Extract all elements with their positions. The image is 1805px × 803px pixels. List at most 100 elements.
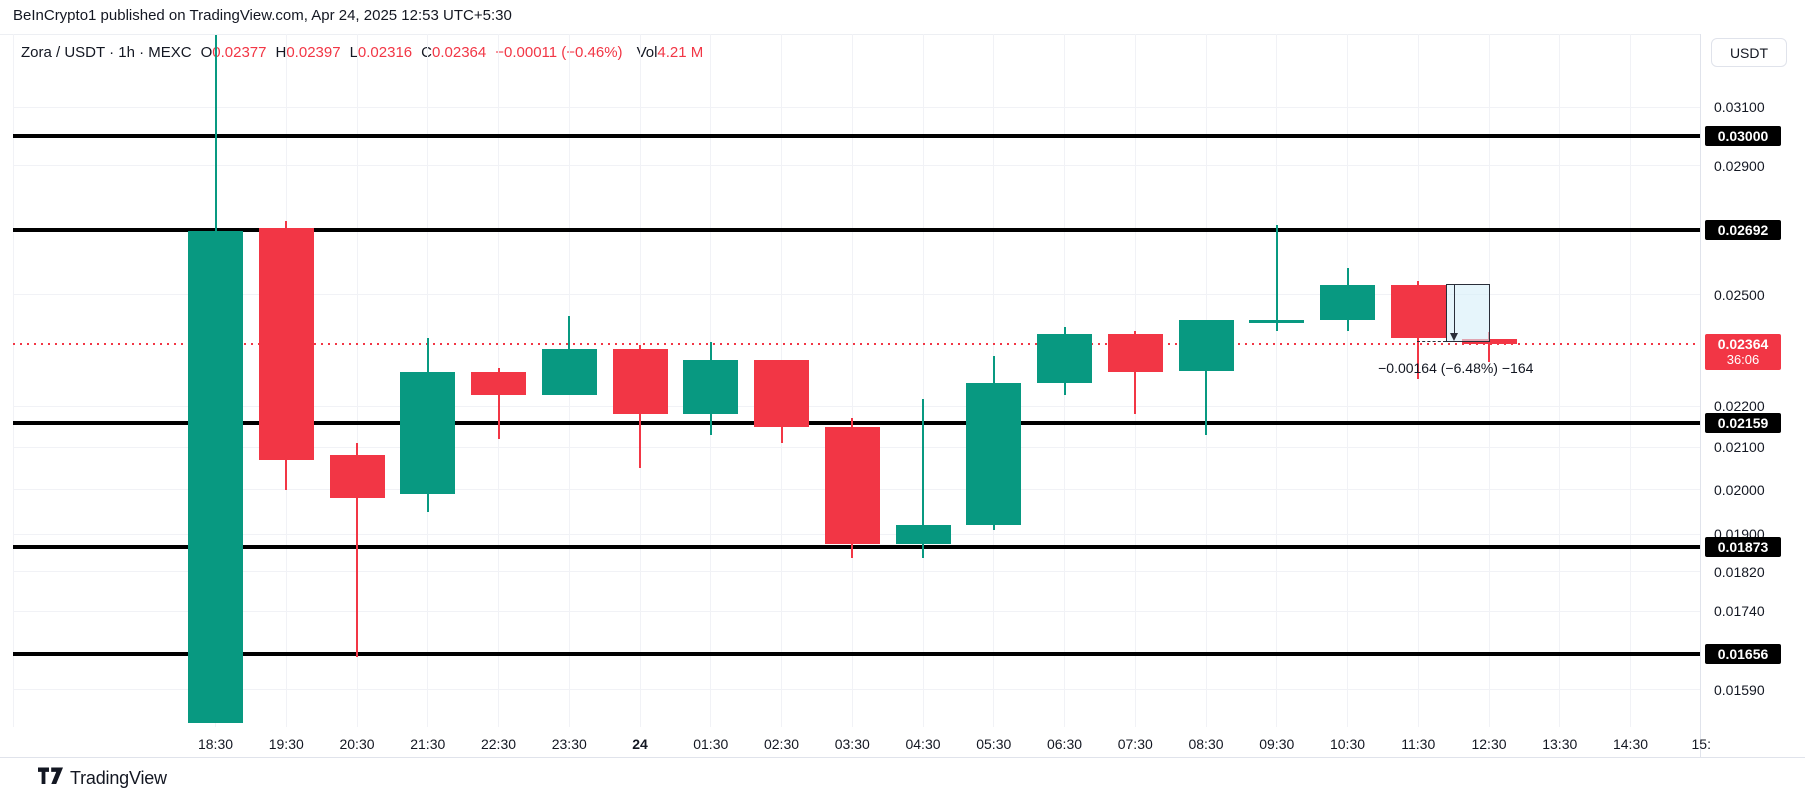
price-tick-label: 0.02900 — [1714, 157, 1765, 174]
time-tick-label: 20:30 — [339, 736, 375, 752]
level-price-badge: 0.02692 — [1705, 220, 1781, 241]
symbol-legend: Zora / USDT · 1h · MEXC O0.02377 H0.0239… — [21, 44, 703, 61]
candle-wick — [1134, 330, 1137, 415]
time-tick-label: 22:30 — [480, 736, 517, 752]
horizontal-gridline — [13, 405, 1700, 407]
vertical-gridline — [851, 34, 853, 727]
vertical-gridline — [1630, 34, 1631, 727]
time-tick-label: 18:30 — [197, 736, 234, 752]
horizontal-level-line[interactable] — [13, 544, 1700, 549]
candle-wick — [497, 367, 500, 439]
legend-symbol-title: Zora / USDT · 1h · MEXC — [21, 44, 192, 61]
time-tick-label: 14:30 — [1612, 736, 1649, 752]
time-tick-label: 21:30 — [410, 736, 446, 752]
candle-body — [1178, 319, 1234, 372]
candle-body — [966, 383, 1022, 526]
candle-body — [754, 360, 809, 427]
measure-arrowhead-icon — [1449, 333, 1458, 342]
time-tick-label: 03:30 — [834, 736, 870, 752]
candle-body — [895, 525, 951, 544]
candle-body — [471, 371, 526, 395]
time-tick-label: 01:30 — [693, 736, 729, 752]
last-price-line — [13, 342, 1700, 345]
vertical-gridline — [1559, 34, 1561, 727]
candle-wick — [1275, 224, 1278, 331]
candle-body — [1107, 334, 1163, 372]
time-tick-label: 02:30 — [763, 736, 800, 752]
measure-baseline-dash — [1416, 341, 1446, 343]
price-tick-label: 0.02200 — [1714, 398, 1765, 415]
vertical-gridline — [922, 34, 924, 727]
time-tick-label: 04:30 — [905, 736, 941, 752]
time-tick-label: 19:30 — [268, 736, 304, 752]
horizontal-gridline — [13, 106, 1700, 108]
vertical-gridline — [356, 34, 358, 727]
price-axis-border — [1700, 34, 1701, 757]
candle-body — [400, 371, 456, 494]
attribution-text: BeInCrypto1 published on TradingView.com… — [13, 7, 512, 24]
time-tick-label: 15: — [1691, 736, 1711, 752]
last-price-value: 0.02364 — [1717, 335, 1769, 352]
level-price-badge: 0.03000 — [1705, 126, 1781, 146]
candle-wick — [356, 442, 358, 658]
candle-body — [683, 360, 739, 415]
candle-body — [541, 348, 597, 395]
candle-body — [188, 231, 243, 724]
horizontal-gridline — [13, 689, 1700, 691]
horizontal-level-line[interactable] — [13, 134, 1700, 138]
candle-wick — [1205, 319, 1207, 435]
price-tick-label: 0.01590 — [1714, 681, 1765, 698]
vertical-gridline — [1488, 34, 1490, 727]
horizontal-gridline — [13, 571, 1700, 573]
time-tick-label: 13:30 — [1542, 736, 1578, 752]
tradingview-brand-text[interactable]: TradingView — [70, 768, 167, 788]
time-tick-label: 11:30 — [1401, 736, 1436, 752]
price-tick-label: 0.02100 — [1714, 439, 1765, 456]
measure-tool-box[interactable] — [1445, 283, 1490, 343]
time-tick-label: 06:30 — [1046, 736, 1083, 752]
price-tick-label: 0.01740 — [1714, 603, 1765, 620]
tradingview-logo-icon[interactable] — [38, 767, 64, 790]
legend-close: C0.02364 — [421, 44, 487, 61]
vertical-gridline — [1347, 34, 1348, 727]
horizontal-level-line[interactable] — [13, 420, 1700, 425]
horizontal-gridline — [13, 165, 1700, 167]
legend-high: H0.02397 — [275, 44, 341, 61]
currency-toggle-button[interactable]: USDT — [1711, 38, 1787, 67]
candle-wick — [1488, 331, 1490, 362]
candle-body — [612, 348, 668, 415]
time-tick-label: 08:30 — [1188, 736, 1224, 752]
time-tick-label: 09:30 — [1259, 736, 1295, 752]
candle-body — [258, 227, 314, 460]
price-tick-label: 0.01820 — [1714, 563, 1765, 580]
time-tick-label: 12:30 — [1471, 736, 1507, 752]
candle-body — [1249, 319, 1305, 323]
candle-body — [329, 455, 385, 499]
horizontal-gridline — [13, 294, 1700, 296]
time-tick-label: 24 — [632, 736, 648, 752]
time-tick-label: 10:30 — [1329, 736, 1366, 752]
vertical-gridline — [1276, 34, 1278, 727]
measure-arrow — [1453, 284, 1456, 335]
horizontal-level-line[interactable] — [13, 228, 1700, 233]
level-price-badge: 0.02159 — [1705, 412, 1781, 433]
candle-body — [1037, 334, 1092, 383]
level-price-badge: 0.01873 — [1705, 536, 1781, 557]
last-price-badge: 0.02364 36:06 — [1705, 333, 1781, 370]
candle-body — [1390, 284, 1446, 338]
candle-body — [1320, 284, 1375, 320]
time-tick-label: 07:30 — [1117, 736, 1153, 752]
bar-countdown: 36:06 — [1726, 351, 1760, 367]
legend-volume: Vol4.21 M — [636, 44, 704, 61]
vertical-gridline — [1417, 34, 1419, 727]
time-axis-separator — [0, 757, 1805, 758]
measure-result-label: −0.00164 (−6.48%) −164 — [1378, 360, 1534, 377]
horizontal-gridline — [13, 610, 1700, 612]
price-tick-label: 0.02500 — [1714, 286, 1765, 303]
legend-change: −0.00011 (−0.46%) — [495, 44, 623, 61]
horizontal-level-line[interactable] — [13, 652, 1700, 657]
